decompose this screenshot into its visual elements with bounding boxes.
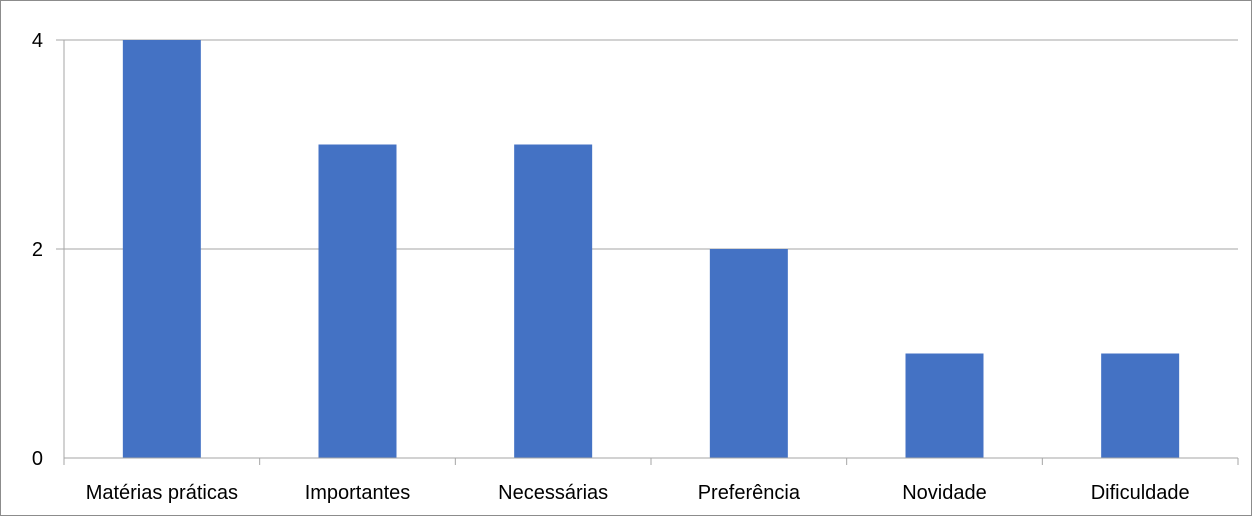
x-tick-label: Novidade xyxy=(902,482,987,504)
x-tick-label: Dificuldade xyxy=(1091,482,1190,504)
bars xyxy=(122,40,1180,458)
axes xyxy=(63,40,1239,465)
x-tick-label: Importantes xyxy=(305,482,411,504)
bar xyxy=(122,40,201,458)
tick-labels: 0 2 4 Matérias práticas Importantes Necessári… xyxy=(32,30,1190,504)
gridlines xyxy=(56,39,1238,250)
y-tick-label: 2 xyxy=(32,239,43,261)
bar xyxy=(709,249,788,458)
x-tick-label: Necessárias xyxy=(498,482,608,504)
bar xyxy=(1101,353,1180,458)
bar xyxy=(514,144,593,458)
x-tick-label: Matérias práticas xyxy=(86,482,238,504)
bar xyxy=(318,144,397,458)
x-tick-label: Preferência xyxy=(698,482,801,504)
bar xyxy=(905,353,984,458)
y-tick-label: 0 xyxy=(32,448,43,470)
y-tick-label: 4 xyxy=(32,30,43,52)
